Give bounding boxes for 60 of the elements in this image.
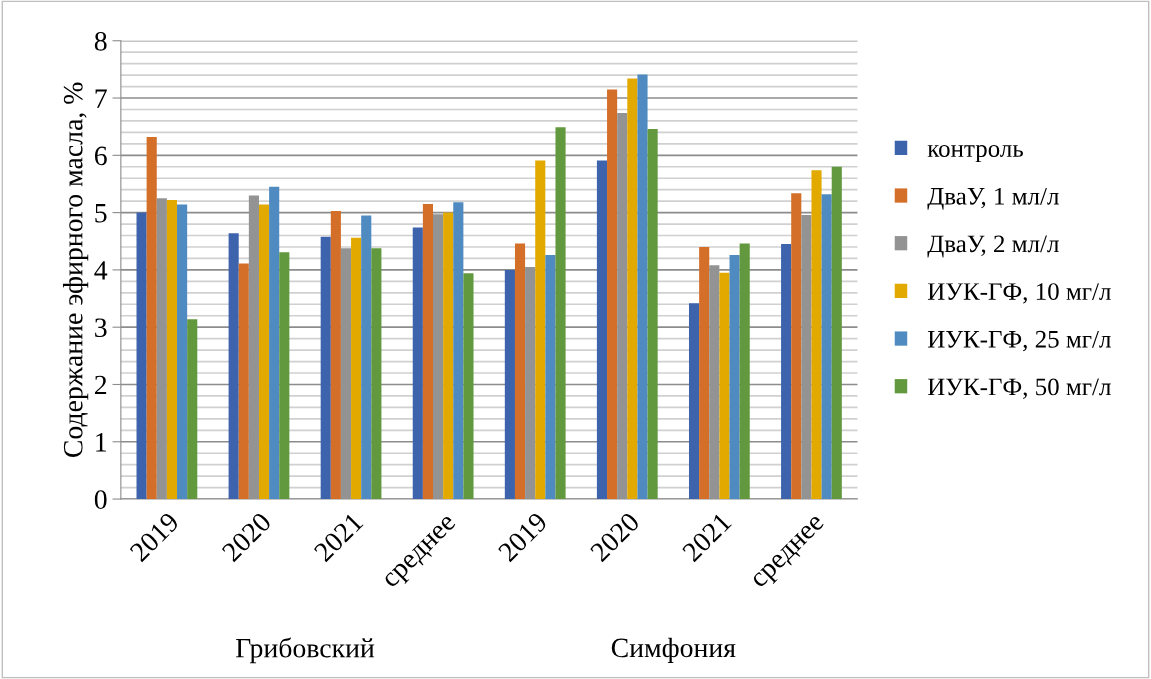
y-tick-label: 4: [94, 261, 108, 280]
bar: [177, 204, 188, 500]
bar: [412, 227, 423, 500]
bar: [811, 170, 822, 500]
y-tick-label: 5: [95, 204, 107, 223]
bar: [361, 215, 372, 500]
bar: [781, 244, 792, 500]
bar: [535, 160, 546, 500]
y-tick-label: 3: [95, 318, 107, 338]
bar: [228, 233, 239, 500]
bar: [699, 246, 710, 500]
text: Симфония: [611, 637, 736, 663]
bar: [555, 127, 566, 500]
bar: [607, 89, 618, 500]
bar: [269, 186, 280, 500]
bar: [187, 319, 198, 500]
bar: [330, 210, 341, 500]
bar: [831, 166, 842, 500]
legend-label: ИУК-ГФ, 10 мг/л: [927, 283, 1111, 304]
bar: [719, 272, 730, 500]
legend-label: контроль: [927, 144, 1023, 163]
legend-label: ДваУ, 1 мл/л: [927, 187, 1059, 210]
bar: [791, 193, 802, 500]
bar: [371, 248, 382, 500]
bar: [821, 194, 832, 500]
bar: [279, 252, 290, 500]
bar: [596, 160, 608, 500]
bar: [627, 78, 638, 500]
y-tick-label: 1: [96, 433, 106, 452]
bar: [504, 269, 515, 500]
x-tick-label: 2021: [313, 511, 364, 563]
bar: [351, 237, 362, 500]
y-tick-label: 6: [94, 146, 107, 166]
bar: [647, 128, 658, 500]
y-tick-label: 2: [94, 375, 107, 395]
bar: [258, 204, 270, 500]
bar: [514, 243, 526, 500]
bar: [238, 263, 249, 500]
bar: [463, 273, 474, 500]
legend-label: ДваУ, 2 мл/л: [927, 235, 1059, 258]
text: Грибовский: [236, 637, 375, 664]
bar: [688, 303, 700, 500]
bar: [422, 204, 434, 500]
bar: [453, 202, 464, 500]
y-tick-label: 8: [94, 31, 107, 51]
bar: [166, 200, 178, 500]
y-tick-label: 0: [94, 490, 107, 509]
bar: [146, 136, 157, 500]
legend-label: ИУК-ГФ, 50 мг/л: [927, 378, 1111, 399]
legend-label: ИУК-ГФ, 25 мг/л: [927, 330, 1111, 352]
x-tick-label: 2021: [681, 511, 733, 563]
bar: [637, 74, 648, 500]
bar: [729, 255, 740, 500]
bar: [136, 212, 147, 500]
bar: [545, 255, 556, 500]
bar: [739, 243, 750, 500]
y-axis-title: Содержание эфирного масла, %: [63, 82, 89, 458]
bar: [443, 212, 454, 500]
bar: [320, 236, 331, 500]
y-tick-label: 7: [95, 89, 107, 108]
